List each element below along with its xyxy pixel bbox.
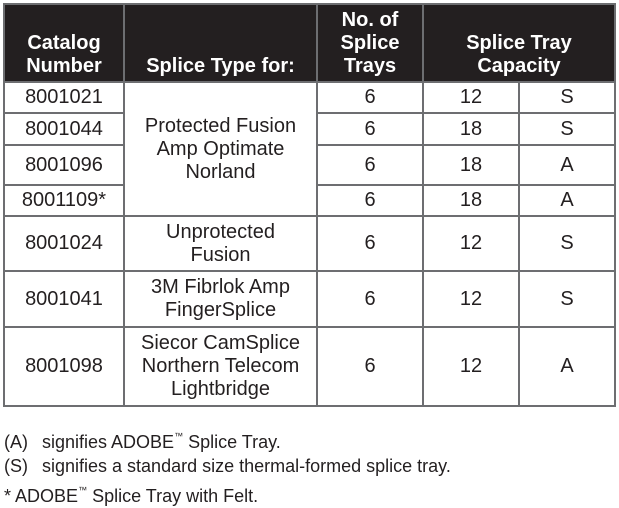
catalog-cell: 8001021 [3,81,125,114]
splice-type-cell: Unprotected Fusion [123,215,318,272]
header-text: Capacity [477,55,561,77]
trays-cell: 6 [316,112,424,146]
splice-type-cell: Protected Fusion Amp Optimate Norland [123,81,318,217]
trays-cell: 6 [316,326,424,407]
splice-type-cell: 3M Fibrlok Amp FingerSplice [123,270,318,328]
header-capacity: Splice Tray Capacity [422,3,616,83]
catalog-cell: 8001096 [3,144,125,186]
header-catalog-number: Catalog Number [3,3,125,83]
capacity-cell: 12 [422,326,520,407]
splice-tray-table: Catalog Number Splice Type for: No. of S… [3,3,616,407]
capacity-cell: 18 [422,184,520,217]
header-text: Trays [343,55,397,77]
splice-type-line: Norland [185,160,256,183]
trays-cell: 6 [316,184,424,217]
header-text: Splice Tray [466,32,572,54]
table-row: 8001109* 6 18 A [3,184,616,217]
footnotes: (A) signifies ADOBE™ Splice Tray. (S) sign… [4,424,451,508]
catalog-cell: 8001044 [3,112,125,146]
footnote-text: Splice Tray with Felt. [87,486,259,506]
footnote-standard: (S) signifies a standard size thermal-for… [4,454,451,478]
trademark-symbol: ™ [78,485,88,495]
table-row: 8001041 3M Fibrlok Amp FingerSplice 6 12… [3,270,616,328]
trays-cell: 6 [316,144,424,186]
trays-cell: 6 [316,81,424,114]
catalog-cell: 8001109* [3,184,125,217]
capacity-cell: 12 [422,215,520,272]
tray-type-cell: S [518,215,616,272]
footnote-label: (S) [4,456,28,476]
capacity-cell: 12 [422,270,520,328]
table-row: 8001044 6 18 S [3,112,616,146]
tray-type-cell: A [518,144,616,186]
header-text: Splice [340,32,400,54]
splice-type-line: Siecor CamSplice [141,332,300,354]
footnote-label: (A) [4,432,28,452]
tray-type-cell: S [518,112,616,146]
catalog-cell: 8001041 [3,270,125,328]
capacity-cell: 12 [422,81,520,114]
trays-cell: 6 [316,215,424,272]
header-text: Catalog [27,32,101,54]
catalog-cell: 8001098 [3,326,125,407]
footnote-text: Splice Tray. [183,432,281,452]
trademark-symbol: ™ [174,431,184,441]
capacity-cell: 18 [422,112,520,146]
splice-type-line: Northern Telecom [141,355,300,377]
splice-type-line: Lightbridge [171,378,270,400]
trays-cell: 6 [316,270,424,328]
splice-type-cell: Siecor CamSplice Northern Telecom Lightb… [123,326,318,407]
splice-type-line: Unprotected [166,220,275,243]
header-num-trays: No. of Splice Trays [316,3,424,83]
catalog-cell: 8001024 [3,215,125,272]
table-row: 8001098 Siecor CamSplice Northern Teleco… [3,326,616,407]
tray-type-cell: A [518,184,616,217]
footnote-text: signifies ADOBE [42,432,175,452]
splice-type-line: Fusion [190,243,251,266]
tray-type-cell: S [518,270,616,328]
header-row: Catalog Number Splice Type for: No. of S… [3,3,616,83]
capacity-cell: 18 [422,144,520,186]
splice-type-line: Protected Fusion [144,114,297,137]
splice-type-line: FingerSplice [164,299,277,321]
footnote-text: signifies a standard size thermal-formed… [42,456,451,476]
footnote-felt: * ADOBE™ Splice Tray with Felt. [4,478,451,508]
splice-type-line: Amp Optimate [156,137,285,160]
footnote-adobe: (A) signifies ADOBE™ Splice Tray. [4,424,451,454]
footnote-label: * [4,486,12,506]
table-row: 8001096 6 18 A [3,144,616,186]
tray-type-cell: S [518,81,616,114]
header-splice-type: Splice Type for: [123,3,318,83]
splice-type-line: 3M Fibrlok Amp [151,276,290,298]
table-row: 8001021 Protected Fusion Amp Optimate No… [3,81,616,217]
footnote-text: ADOBE [15,486,79,506]
header-text: No. of [341,9,399,31]
header-text: Number [26,55,102,77]
table-row: 8001024 Unprotected Fusion 6 12 S [3,215,616,272]
tray-type-cell: A [518,326,616,407]
